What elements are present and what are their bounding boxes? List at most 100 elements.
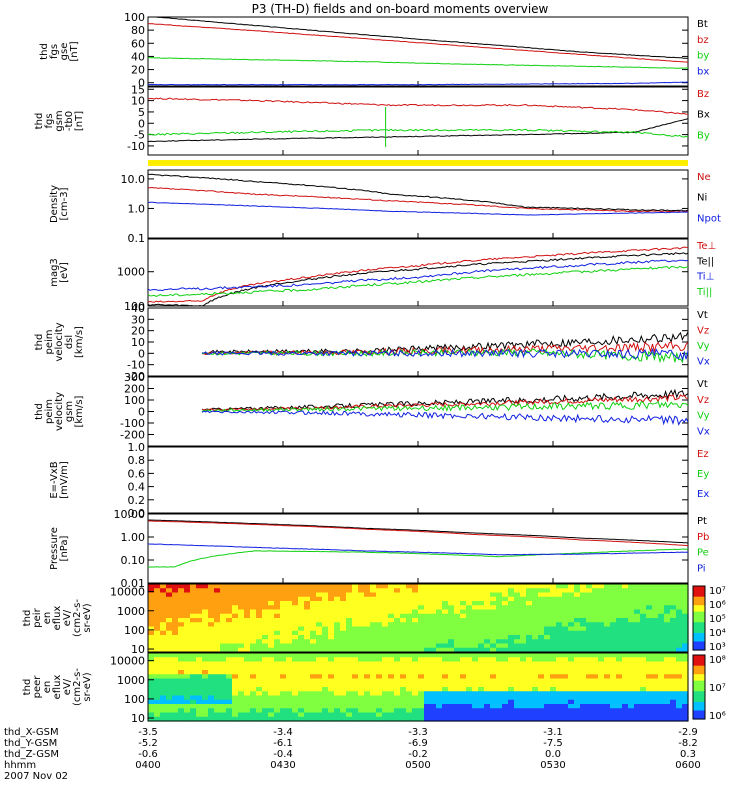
- spectrogram-cell: [382, 596, 389, 602]
- spectrogram-cell: [610, 588, 617, 594]
- spectrogram-cell: [256, 682, 263, 688]
- spectrogram-cell: [394, 596, 401, 602]
- legend-item: Ne: [697, 172, 711, 183]
- spectrogram-cell: [364, 716, 371, 722]
- spectrogram-cell: [160, 682, 167, 688]
- spectrogram-cell: [340, 626, 347, 632]
- spectrogram-cell: [598, 661, 605, 667]
- spectrogram-cell: [604, 618, 611, 623]
- spectrogram-cell: [574, 588, 581, 594]
- spectrogram-cell: [172, 622, 179, 628]
- spectrogram-cell: [628, 665, 635, 671]
- spectrogram-cell: [226, 630, 233, 636]
- spectrogram-cell: [346, 635, 353, 640]
- spectrogram-cell: [364, 695, 371, 701]
- spectrogram-cell: [646, 626, 653, 632]
- spectrogram-cell: [292, 622, 299, 628]
- spectrogram-cell: [622, 596, 629, 602]
- spectrogram-cell: [514, 635, 521, 640]
- spectrogram-cell: [664, 665, 671, 671]
- spectrogram-cell: [604, 687, 611, 692]
- spectrogram-cell: [394, 635, 401, 640]
- spectrogram-cell: [250, 635, 257, 640]
- spectrogram-cell: [640, 622, 647, 628]
- spectrogram-cell: [196, 618, 203, 623]
- spectrogram-cell: [364, 657, 371, 663]
- spectrogram-cell: [490, 618, 497, 623]
- spectrogram-cell: [184, 613, 191, 619]
- spectrogram-cell: [226, 647, 233, 653]
- spectrogram-cell: [640, 618, 647, 623]
- spectrogram-cell: [544, 712, 551, 718]
- spectrogram-cell: [184, 596, 191, 602]
- spectrogram-cell: [250, 653, 257, 658]
- spectrogram-cell: [508, 695, 515, 701]
- spectrogram-cell: [604, 691, 611, 697]
- spectrogram-cell: [202, 665, 209, 671]
- spectrogram-cell: [466, 670, 473, 675]
- spectrogram-cell: [652, 716, 659, 722]
- spectrogram-cell: [634, 695, 641, 701]
- spectrogram-cell: [358, 674, 365, 680]
- spectrogram-cell: [574, 584, 581, 589]
- colorbar-cell: [693, 695, 705, 699]
- series-bx: [147, 81, 689, 86]
- spectrogram-cell: [532, 704, 539, 709]
- spectrogram-cell: [364, 678, 371, 684]
- spectrogram-cell: [256, 618, 263, 623]
- spectrogram-cell: [418, 601, 425, 606]
- spectrogram-cell: [190, 626, 197, 632]
- spectrogram-cell: [532, 626, 539, 632]
- spectrogram-cell: [598, 670, 605, 675]
- spectrogram-cell: [574, 661, 581, 667]
- spectrogram-cell: [640, 704, 647, 709]
- y-axis-label: [nPa]: [59, 535, 70, 561]
- spectrogram-cell: [592, 661, 599, 667]
- spectrogram-cell: [436, 712, 443, 718]
- spectrogram-cell: [670, 584, 677, 589]
- spectrogram-cell: [310, 618, 317, 623]
- spectrogram-cell: [562, 639, 569, 645]
- spectrogram-cell: [604, 622, 611, 628]
- spectrogram-cell: [508, 630, 515, 636]
- spectrogram-cell: [592, 704, 599, 709]
- spectrogram-cell: [652, 635, 659, 640]
- spectrogram-cell: [310, 643, 317, 649]
- spectrogram-cell: [172, 643, 179, 649]
- spectrogram-cell: [400, 613, 407, 619]
- spectrogram-cell: [580, 647, 587, 653]
- spectrogram-cell: [202, 584, 209, 589]
- spectrogram-cell: [628, 678, 635, 684]
- spectrogram-cell: [376, 704, 383, 709]
- spectrogram-cell: [466, 691, 473, 697]
- spectrogram-cell: [214, 596, 221, 602]
- spectrogram-cell: [532, 643, 539, 649]
- spectrogram-cell: [154, 626, 161, 632]
- spectrogram-cell: [310, 605, 317, 611]
- spectrogram-cell: [436, 657, 443, 663]
- spectrogram-cell: [340, 596, 347, 602]
- spectrogram-cell: [406, 708, 413, 714]
- ephemeris-value: -0.4: [273, 749, 293, 760]
- spectrogram-cell: [490, 653, 497, 658]
- spectrogram-cell: [370, 630, 377, 636]
- spectrogram-cell: [364, 588, 371, 594]
- spectrogram-cell: [508, 584, 515, 589]
- spectrogram-cell: [550, 699, 557, 705]
- spectrogram-cell: [460, 613, 467, 619]
- spectrogram-cell: [388, 674, 395, 680]
- spectrogram-cell: [544, 682, 551, 688]
- spectrogram-cell: [496, 704, 503, 709]
- spectrogram-cell: [196, 647, 203, 653]
- spectrogram-cell: [184, 653, 191, 658]
- spectrogram-cell: [214, 635, 221, 640]
- spectrogram-cell: [508, 596, 515, 602]
- spectrogram-cell: [610, 618, 617, 623]
- spectrogram-cell: [430, 687, 437, 692]
- spectrogram-cell: [208, 699, 215, 705]
- spectrogram-cell: [472, 670, 479, 675]
- spectrogram-cell: [238, 643, 245, 649]
- spectrogram-cell: [520, 647, 527, 653]
- y-tick-label: 200: [124, 383, 145, 396]
- spectrogram-cell: [634, 609, 641, 615]
